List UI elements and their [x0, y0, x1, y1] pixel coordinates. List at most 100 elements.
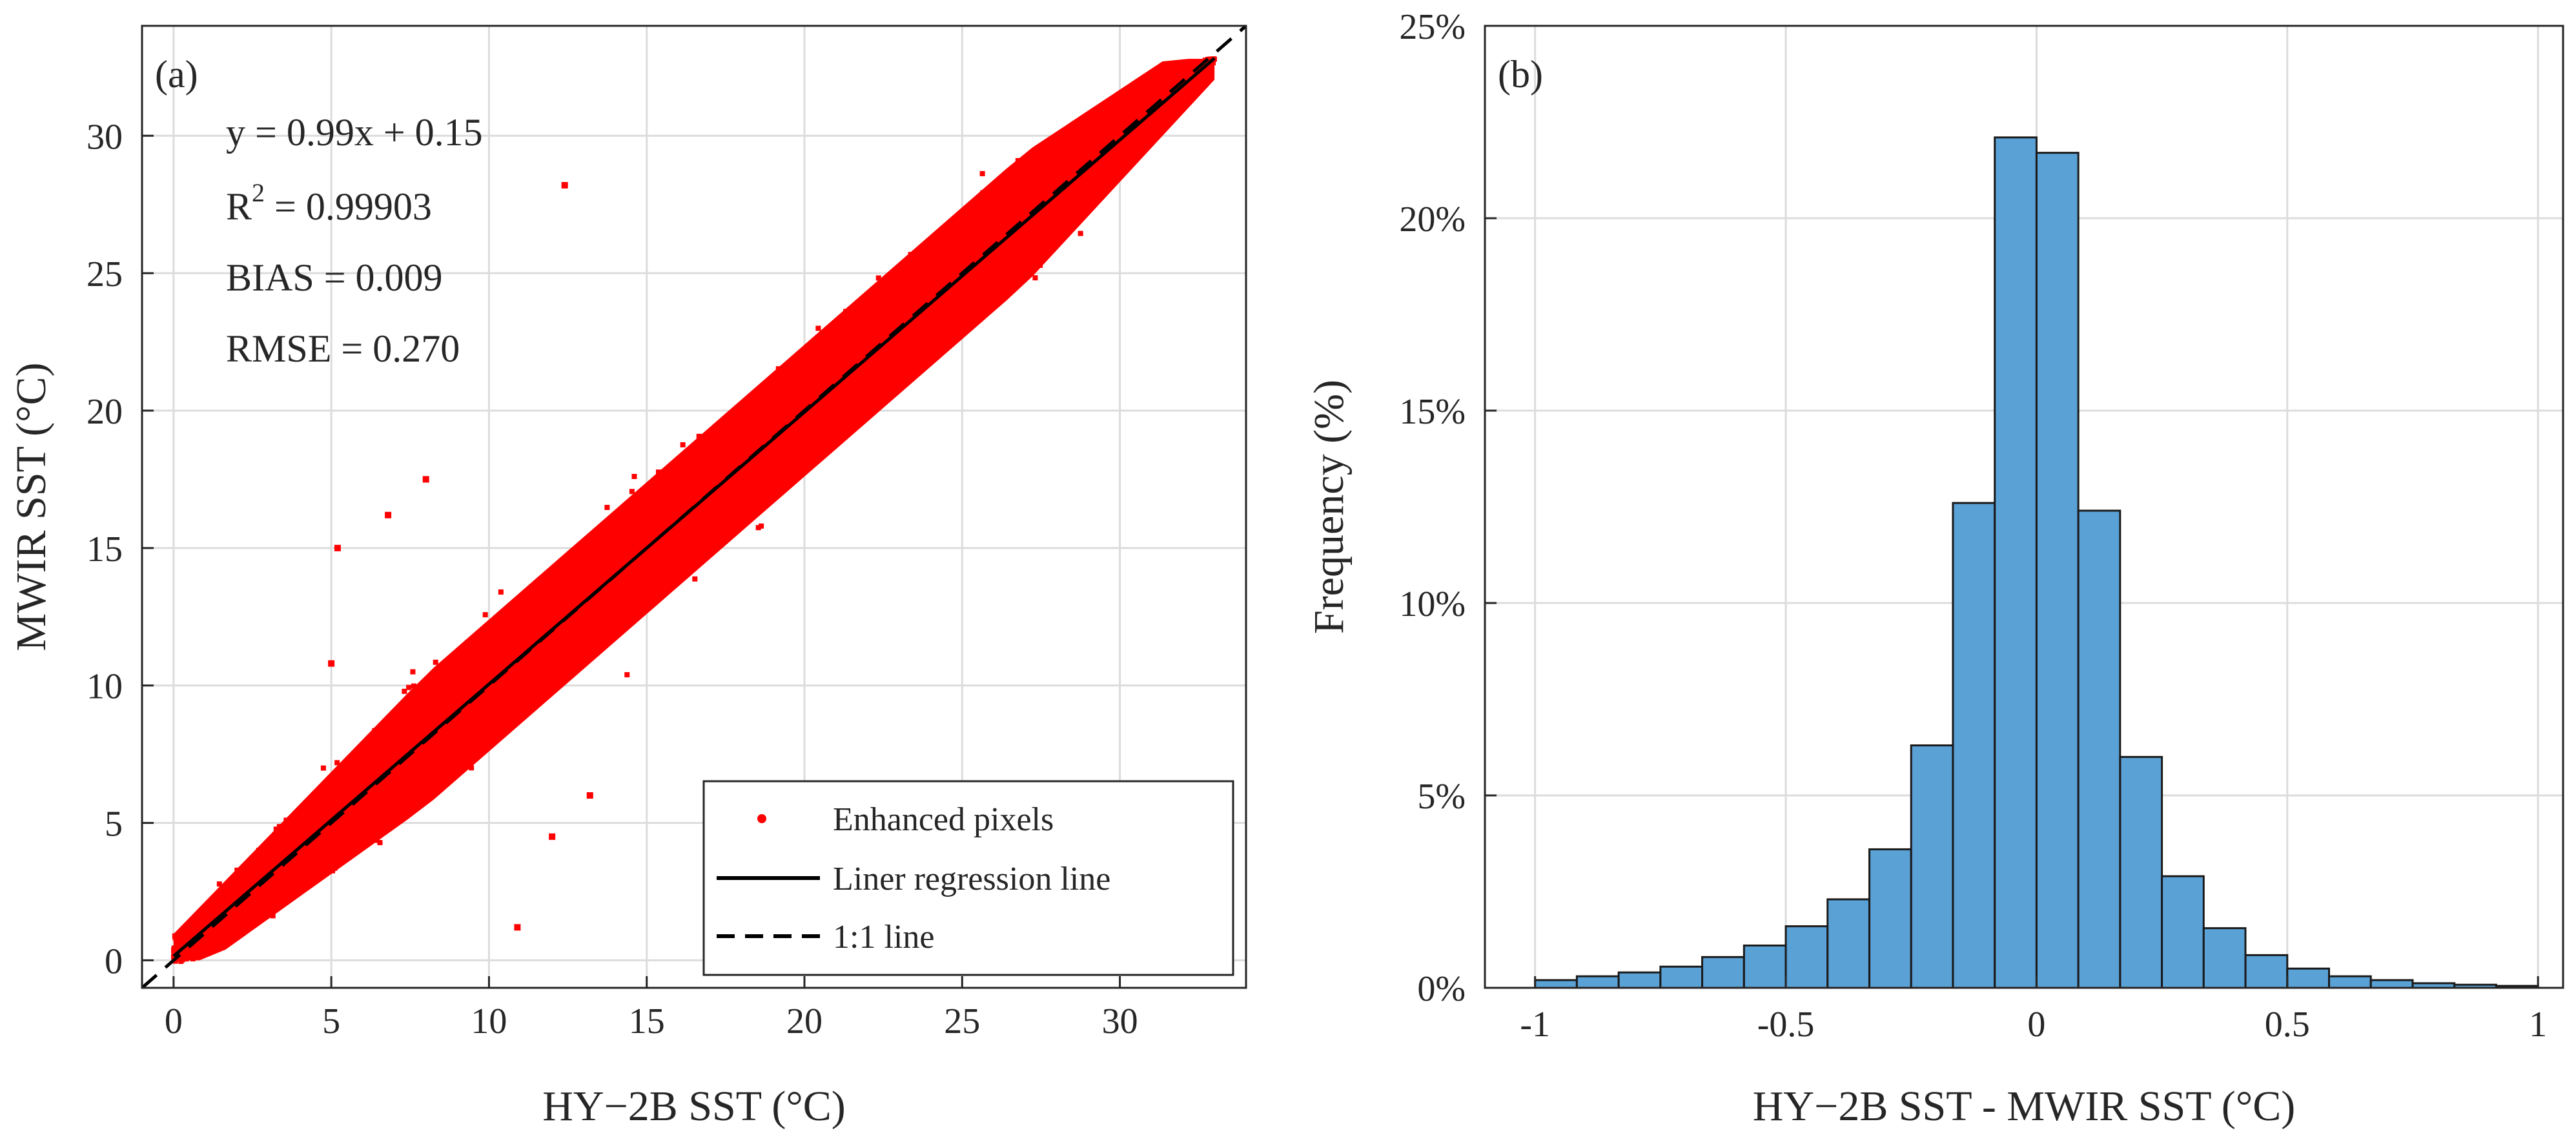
scatter-point	[937, 274, 943, 280]
scatter-point	[578, 569, 584, 575]
scatter-point	[1051, 205, 1057, 210]
scatter-point	[935, 321, 941, 327]
scatter-point	[186, 930, 192, 936]
scatter-point	[795, 422, 801, 427]
scatter-point	[923, 248, 929, 254]
scatter-point	[881, 361, 887, 367]
scatter-point	[990, 235, 996, 241]
histogram-axes-frame	[1484, 25, 2564, 989]
scatter-point	[276, 848, 282, 854]
scatter-point	[1078, 176, 1083, 182]
scatter-point	[547, 639, 553, 644]
scatter-point	[491, 645, 496, 651]
scatter-point	[534, 665, 540, 671]
scatter-point	[459, 741, 465, 747]
scatter-point	[380, 769, 386, 775]
scatter-point	[768, 425, 774, 431]
scatter-point	[638, 573, 644, 578]
scatter-point	[371, 768, 377, 774]
scatter-point	[1094, 167, 1099, 172]
scatter-point	[1192, 77, 1198, 83]
scatter-point	[825, 364, 831, 370]
scatter-point	[815, 378, 821, 384]
scatter-point	[951, 262, 957, 268]
scatter-point	[461, 755, 467, 761]
scatter-point	[963, 288, 968, 294]
scatter-point	[1083, 138, 1089, 144]
histogram-y-tick-label: 0%	[1417, 969, 1466, 1009]
scatter-point	[462, 735, 467, 741]
scatter-point	[968, 225, 974, 230]
scatter-point	[338, 803, 343, 809]
scatter-point	[706, 514, 712, 520]
scatter-point	[706, 530, 712, 536]
scatter-point	[330, 868, 336, 874]
histogram-bar	[2161, 875, 2205, 989]
scatter-point	[677, 549, 682, 555]
scatter-point	[1037, 245, 1043, 251]
scatter-point	[453, 718, 459, 724]
scatter-point	[980, 262, 986, 268]
scatter-point	[897, 361, 903, 367]
scatter-point	[249, 866, 255, 872]
scatter-point	[714, 545, 720, 551]
scatter-legend: Enhanced pixels Liner regression line 1:…	[702, 780, 1234, 976]
scatter-point	[877, 386, 883, 392]
scatter-point	[891, 307, 897, 312]
scatter-point	[520, 661, 526, 667]
scatter-point	[667, 519, 673, 525]
scatter-point	[857, 375, 863, 381]
scatter-point	[671, 482, 677, 487]
scatter-point	[306, 843, 312, 849]
scatter-point	[398, 728, 404, 734]
scatter-point	[634, 527, 640, 533]
scatter-x-tick-label: 15	[629, 1001, 665, 1041]
scatter-point	[1012, 230, 1018, 236]
scatter-point	[959, 249, 965, 254]
scatter-point	[342, 817, 348, 823]
scatter-point	[547, 670, 553, 675]
scatter-point	[422, 762, 428, 768]
scatter-point	[428, 686, 434, 692]
scatter-point	[477, 697, 483, 703]
scatter-point	[826, 405, 832, 411]
scatter-point	[232, 921, 238, 926]
scatter-point	[991, 251, 997, 256]
scatter-point	[571, 647, 577, 653]
scatter-point	[329, 833, 334, 839]
scatter-point	[504, 645, 510, 651]
scatter-point	[372, 728, 378, 733]
scatter-point	[809, 440, 815, 445]
scatter-point	[596, 612, 602, 618]
scatter-point	[1024, 194, 1030, 200]
scatter-point	[685, 536, 691, 542]
scatter-point	[944, 226, 950, 232]
scatter-point	[788, 431, 794, 437]
scatter-point	[444, 749, 450, 755]
scatter-point	[622, 582, 628, 588]
scatter-point	[282, 827, 288, 833]
scatter-point	[593, 540, 598, 546]
scatter-point	[382, 728, 388, 734]
scatter-point	[730, 507, 735, 513]
scatter-point	[886, 292, 892, 298]
scatter-point	[1145, 105, 1151, 111]
scatter-point	[836, 374, 842, 380]
scatter-point	[418, 777, 424, 783]
scatter-point	[578, 577, 584, 582]
scatter-point	[842, 387, 848, 393]
scatter-point	[482, 612, 488, 618]
scatter-point	[708, 475, 714, 480]
scatter-point	[271, 871, 277, 877]
scatter-point	[1138, 111, 1143, 117]
scatter-point	[988, 216, 994, 221]
scatter-point	[808, 396, 813, 402]
scatter-point	[473, 706, 478, 712]
scatter-point	[493, 660, 498, 666]
scatter-point	[696, 433, 702, 439]
scatter-point	[689, 482, 695, 488]
scatter-point	[480, 681, 486, 687]
histogram-bar	[1701, 956, 1745, 989]
scatter-point	[1131, 131, 1137, 137]
scatter-point	[735, 423, 741, 429]
